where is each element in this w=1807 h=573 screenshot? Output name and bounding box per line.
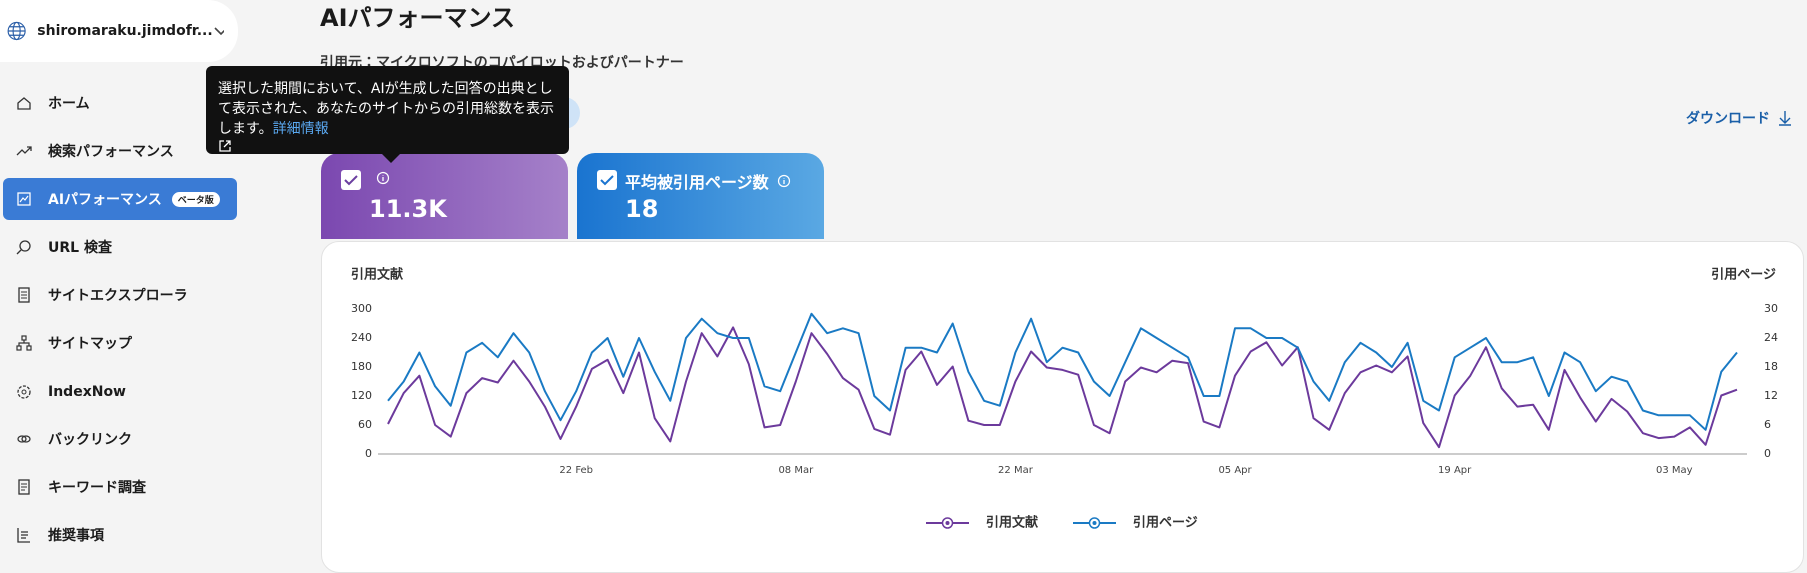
nav-item[interactable]: 検索パフォーマンス	[3, 130, 237, 172]
tooltip-text: 選択した期間において、AIが生成した回答の出典として表示された、あなたのサイトか…	[218, 81, 554, 137]
nav-label: サイトマップ	[48, 336, 132, 352]
y2-tick-label: 24	[1764, 331, 1778, 344]
beta-badge: ベータ版	[171, 191, 220, 207]
legend-marker-dot	[945, 521, 950, 525]
y-tick-label: 120	[351, 389, 372, 402]
account-selector[interactable]: shiromaraku.jimdofr...	[0, 0, 238, 62]
chart-panel: 引用文献 引用ページ 0 60 120 180 240 300 0 6 12 18 24 30 22 F…	[321, 241, 1804, 573]
metric-card[interactable]: 平均被引用ページ数 18	[577, 153, 824, 239]
tooltip: 選択した期間において、AIが生成した回答の出典として表示された、あなたのサイトか…	[206, 66, 569, 163]
check-mark	[600, 175, 614, 186]
y-tick-label: 0	[365, 447, 372, 460]
nav-label: サイトエクスプローラ	[48, 288, 188, 304]
nav-icon	[16, 240, 31, 255]
series-line	[387, 326, 1738, 449]
checkbox[interactable]	[341, 170, 361, 190]
nav-icon	[16, 335, 32, 351]
nav-item[interactable]: バックリンク	[3, 418, 237, 460]
x-tick-label: 08 Mar	[778, 465, 814, 476]
y-tick-label: 180	[351, 360, 372, 373]
tooltip-link[interactable]: 詳細情報	[272, 121, 329, 137]
checkbox[interactable]	[597, 170, 617, 190]
info-icon[interactable]	[777, 174, 791, 188]
nav-item[interactable]: IndexNow	[3, 371, 237, 413]
nav-label: バックリンク	[48, 432, 132, 448]
nav-icon	[17, 435, 31, 443]
nav-label: ホーム	[48, 96, 90, 112]
legend-label: 引用文献	[986, 515, 1039, 531]
nav-item[interactable]: ホーム	[3, 82, 237, 124]
nav-label: URL 検査	[48, 240, 112, 256]
nav-label: IndexNow	[48, 384, 126, 400]
legend-marker-dot	[1092, 521, 1097, 525]
y2-tick-label: 12	[1764, 389, 1778, 402]
page-title: AIパフォーマンス	[320, 4, 516, 32]
nav-icon	[18, 479, 30, 495]
legend-label: 引用ページ	[1133, 516, 1198, 531]
y2-tick-label: 6	[1764, 418, 1771, 431]
nav-icon	[18, 287, 30, 303]
info-icon[interactable]	[376, 171, 390, 185]
download-button[interactable]: ダウンロード	[1686, 108, 1792, 128]
y2-tick-label: 0	[1764, 447, 1771, 460]
y-tick-label: 240	[351, 331, 372, 344]
y2-tick-label: 30	[1764, 302, 1778, 315]
metric-card[interactable]: 11.3K	[321, 153, 568, 239]
download-icon	[1779, 111, 1791, 126]
check-mark	[344, 175, 358, 186]
nav-item[interactable]: サイトエクスプローラ	[3, 274, 237, 316]
nav-label: 検索パフォーマンス	[48, 144, 174, 160]
external-link-icon	[219, 140, 231, 152]
metric-value: 11.3K	[369, 195, 447, 223]
nav-icon	[17, 528, 30, 543]
account-name: shiromaraku.jimdofr...	[37, 23, 213, 39]
nav-icon	[17, 192, 31, 206]
nav-label: 推奨事項	[48, 528, 104, 544]
y2-axis-title: 引用ページ	[1711, 268, 1776, 283]
y-axis-title: 引用文献	[351, 267, 404, 283]
x-tick-label: 03 May	[1656, 465, 1693, 476]
x-tick-label: 22 Mar	[998, 465, 1034, 476]
nav-icon	[17, 97, 31, 110]
chevron	[214, 27, 224, 36]
nav-item[interactable]: URL 検査	[3, 226, 237, 268]
metric-value: 18	[625, 195, 659, 223]
download-label: ダウンロード	[1686, 111, 1770, 127]
nav-label: AIパフォーマンス	[48, 192, 162, 208]
nav-label: キーワード調査	[48, 480, 146, 496]
globe-icon	[7, 21, 26, 41]
x-tick-label: 05 Apr	[1218, 465, 1252, 476]
metric-label: 平均被引用ページ数	[625, 173, 769, 192]
nav-icon	[17, 385, 31, 399]
y-tick-label: 300	[351, 302, 372, 315]
y2-tick-label: 18	[1764, 360, 1778, 373]
x-tick-label: 22 Feb	[559, 465, 593, 476]
series-line	[387, 312, 1738, 431]
x-tick-label: 19 Apr	[1438, 465, 1472, 476]
nav-item[interactable]: キーワード調査	[3, 466, 237, 508]
nav-icon	[16, 146, 32, 156]
nav-item[interactable]: 推奨事項	[3, 514, 237, 556]
chart: 引用文献 引用ページ 0 60 120 180 240 300 0 6 12 18 24 30 22 F…	[351, 267, 1778, 531]
tooltip-arrow	[381, 153, 401, 163]
y-tick-label: 60	[358, 418, 372, 431]
nav-item[interactable]: AIパフォーマンス ベータ版	[3, 178, 237, 220]
nav-item[interactable]: サイトマップ	[3, 322, 237, 364]
